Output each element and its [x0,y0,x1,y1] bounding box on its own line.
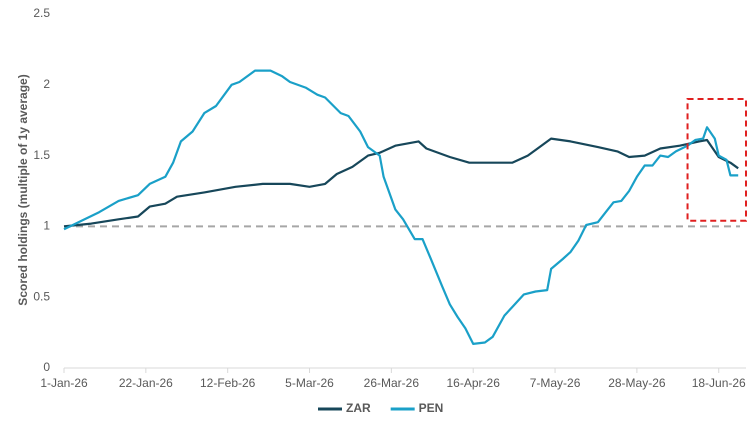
y-tick-label: 0.5 [33,289,50,303]
y-tick-label: 2.5 [33,6,50,20]
x-tick-label: 5-Mar-26 [285,376,334,390]
series-line [63,137,739,228]
x-tick-label: 28-May-26 [608,376,666,390]
y-tick-label: 1 [43,219,50,233]
x-tick-label: 12-Feb-26 [200,376,256,390]
y-tick-label: 2 [43,77,50,91]
y-tick-label: 0 [43,360,50,374]
x-tick-label: 7-May-26 [530,376,581,390]
legend-text: ZAR [346,401,371,415]
x-tick-label: 16-Apr-26 [447,376,501,390]
y-axis-title: Scored holdings (multiple of 1y average) [16,74,30,305]
legend-text: PEN [419,401,444,415]
series-line [63,69,739,345]
x-tick-label: 22-Jan-26 [119,376,173,390]
highlight-box [686,97,747,222]
x-tick-label: 1-Jan-26 [40,376,88,390]
x-tick-label: 26-Mar-26 [364,376,420,390]
y-tick-label: 1.5 [33,148,50,162]
x-tick-label: 18-Jun-26 [692,376,746,390]
